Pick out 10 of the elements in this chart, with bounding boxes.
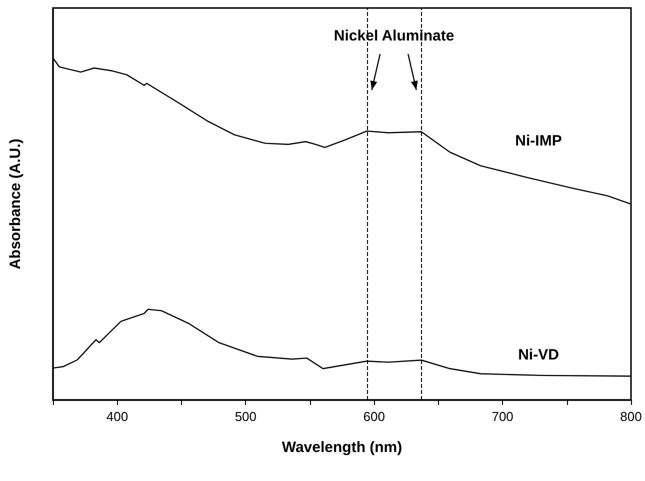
series-label: Ni-IMP [515,132,562,150]
x-tick-label: 400 [106,409,128,424]
y-axis-title: Absorbance (A.U.) [7,138,24,270]
x-tick-label: 600 [363,409,385,424]
series-label: Ni-VD [518,346,559,364]
x-axis-title: Wavelength (nm) [282,439,402,456]
x-tick-label: 700 [492,409,514,424]
x-tick-label: 800 [620,409,642,424]
x-tick-label: 500 [234,409,257,424]
text: Nickel Aluminate [334,28,454,44]
